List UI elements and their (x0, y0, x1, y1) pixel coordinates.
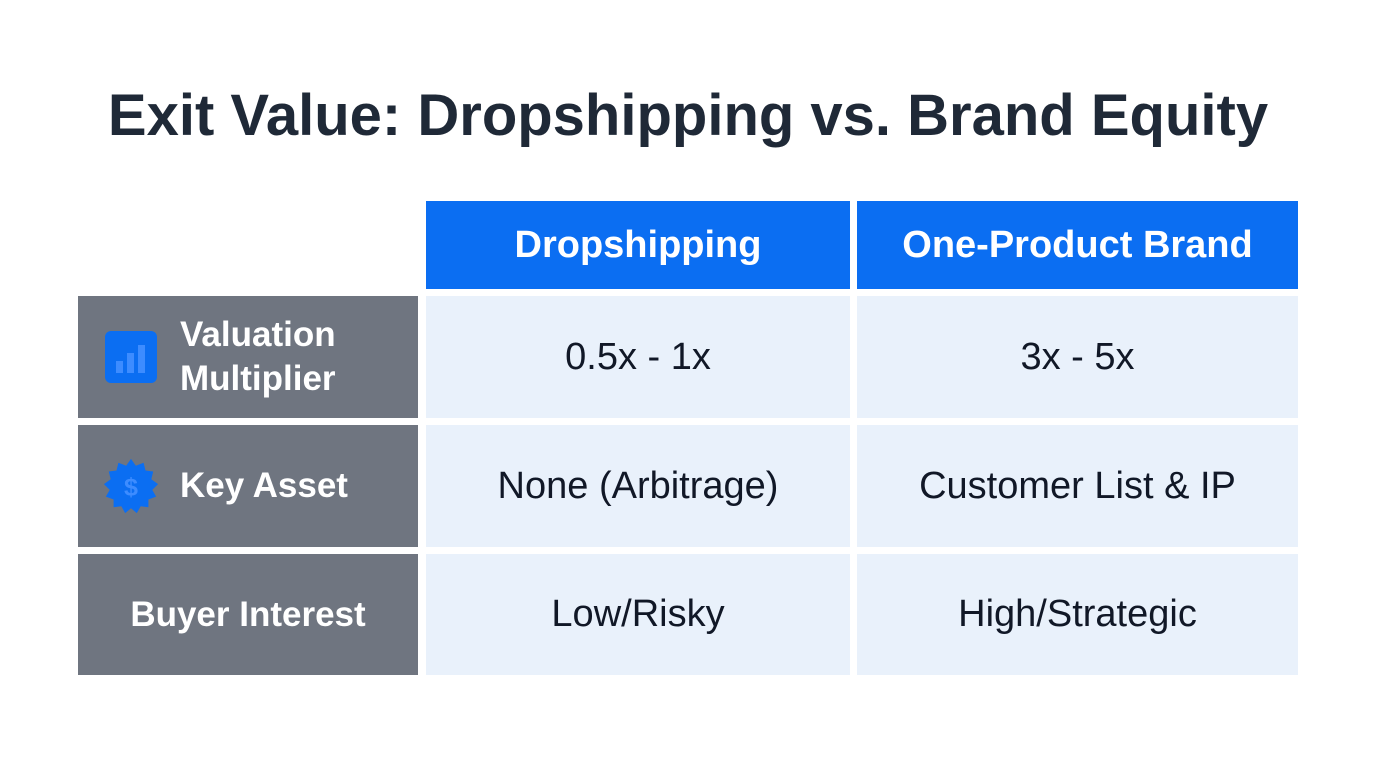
bar-chart-icon (102, 328, 160, 386)
column-header-label: One-Product Brand (902, 223, 1253, 266)
cell-value: Low/Risky (551, 593, 725, 635)
cell-value: 3x - 5x (1020, 335, 1135, 378)
dollar-badge-icon: $ (102, 457, 160, 515)
row-header-key-asset: $ Key Asset (78, 425, 418, 547)
table-cell: 0.5x - 1x (426, 296, 850, 418)
cell-value: None (Arbitrage) (497, 464, 779, 507)
row-label: Buyer Interest (130, 593, 365, 637)
page-title: Exit Value: Dropshipping vs. Brand Equit… (107, 83, 1269, 148)
row-label-line: Valuation (180, 315, 336, 354)
column-header-one-product-brand: One-Product Brand (857, 201, 1298, 289)
row-label-line: Key Asset (180, 466, 348, 505)
row-header-valuation-multiplier: Valuation Multiplier (78, 296, 418, 418)
cell-value: 0.5x - 1x (565, 335, 711, 378)
svg-text:$: $ (124, 474, 138, 502)
table-cell: Low/Risky (426, 554, 850, 675)
row-label-line: Buyer Interest (130, 594, 366, 634)
table-cell: Customer List & IP (857, 425, 1298, 547)
cell-value: High/Strategic (958, 593, 1197, 635)
row-label: Valuation Multiplier (180, 313, 336, 401)
table-cell: 3x - 5x (857, 296, 1298, 418)
table-cell: None (Arbitrage) (426, 425, 850, 547)
table-cell: High/Strategic (857, 554, 1298, 675)
row-header-buyer-interest: Buyer Interest (78, 554, 418, 675)
row-label: Key Asset (180, 464, 348, 508)
column-header-label: Dropshipping (514, 223, 762, 266)
column-header-dropshipping: Dropshipping (426, 201, 850, 289)
row-label-line: Multiplier (180, 359, 336, 398)
cell-value: Customer List & IP (919, 464, 1236, 507)
